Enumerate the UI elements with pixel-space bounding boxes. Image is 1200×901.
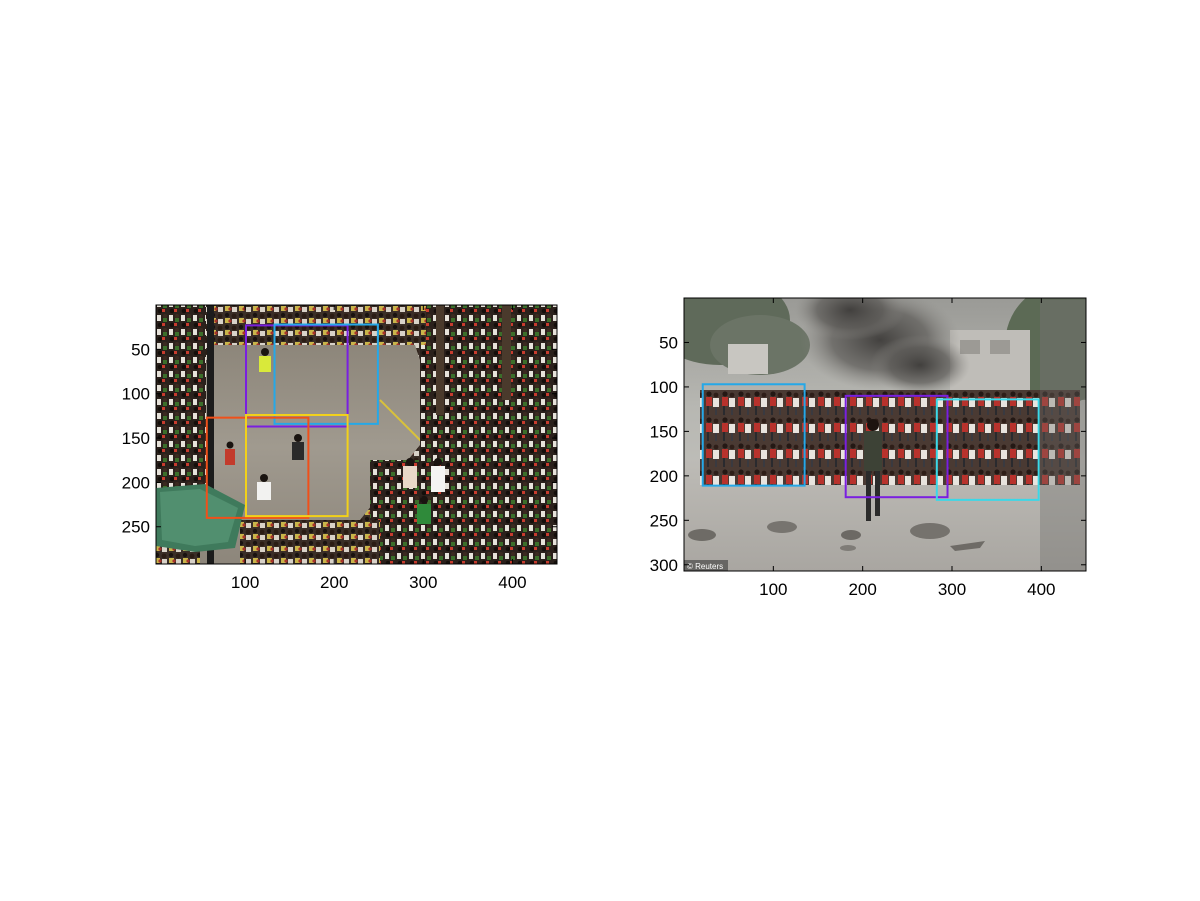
- left-axes-frame: [155, 304, 558, 565]
- left-y-tick-label: 250: [122, 518, 150, 537]
- right-axes-frame: [683, 297, 1087, 572]
- left-y-tick-label: 50: [131, 340, 150, 359]
- left-axis-ticks: 100 200 300 400 50 100 150 200 250: [122, 305, 557, 592]
- right-x-tick-label: 100: [759, 580, 787, 599]
- running-crowd-photo: © Reuters: [684, 298, 1086, 571]
- left-x-tick-label: 100: [231, 573, 259, 592]
- right-bounding-box-3: [935, 398, 1040, 501]
- right-detection-boxes: [701, 383, 1040, 501]
- left-x-tick-label: 300: [409, 573, 437, 592]
- right-bounding-box-2: [844, 394, 949, 499]
- reuters-watermark: © Reuters: [687, 562, 723, 571]
- right-y-tick-label: 100: [650, 378, 678, 397]
- left-bounding-box-4: [245, 413, 349, 518]
- right-y-tick-label: 250: [650, 511, 678, 530]
- left-panel: 100 200 300 400 50 100 150 200 250: [122, 304, 558, 592]
- right-y-tick-label: 300: [650, 556, 678, 575]
- right-axis-ticks: 100 200 300 400 50 100 150 200 250 300: [650, 298, 1086, 599]
- right-y-tick-label: 200: [650, 467, 678, 486]
- left-x-tick-label: 400: [498, 573, 526, 592]
- right-panel: © Reuters 100 200 300 400 50 100 150 200 250 300: [650, 297, 1087, 599]
- left-bounding-box-2: [273, 323, 379, 425]
- crowd-street-photo: [156, 305, 557, 564]
- right-y-tick-label: 150: [650, 422, 678, 441]
- left-x-tick-label: 200: [320, 573, 348, 592]
- right-x-tick-label: 400: [1027, 580, 1055, 599]
- left-bounding-box-3: [205, 416, 310, 519]
- left-y-tick-label: 100: [122, 385, 150, 404]
- left-y-tick-label: 150: [122, 429, 150, 448]
- left-y-tick-label: 200: [122, 473, 150, 492]
- left-detection-boxes: [205, 323, 379, 519]
- right-x-tick-label: 300: [938, 580, 966, 599]
- right-y-tick-label: 50: [659, 333, 678, 352]
- right-x-tick-label: 200: [848, 580, 876, 599]
- right-bounding-box-1: [701, 383, 806, 487]
